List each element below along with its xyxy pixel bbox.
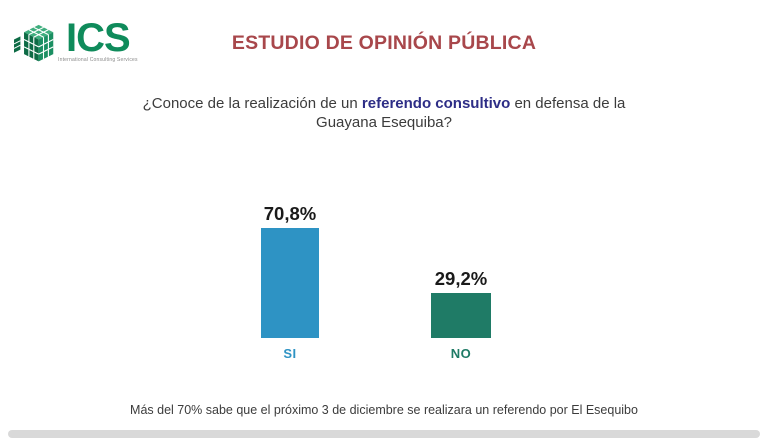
cube-grid-icon (14, 24, 54, 62)
question-line2: Guayana Esequiba? (316, 114, 452, 131)
logo-text: ICS (66, 16, 131, 60)
question-prefix: ¿Conoce de la realización de un (142, 95, 362, 112)
ics-logo: ICS International Consulting Services (14, 16, 138, 70)
question-suffix: en defensa de la (510, 95, 626, 112)
page-title: ESTUDIO DE OPINIÓN PÚBLICA (231, 32, 537, 54)
bar-si (261, 228, 319, 338)
footer-note: Más del 70% sabe que el próximo 3 de dic… (130, 403, 638, 417)
logo-subtitle: International Consulting Services (58, 57, 138, 63)
bar-no (431, 292, 491, 338)
bar-category-label: NO (450, 346, 472, 361)
bottom-divider (8, 430, 760, 438)
bar-chart: 70,8% SI 29,2% NO (0, 195, 768, 365)
survey-question: ¿Conoce de la realización de un referend… (0, 94, 768, 132)
bar-category-label: SI (283, 346, 297, 361)
logo-text-block: ICS International Consulting Services (58, 16, 138, 63)
bar-value-label: 29,2% (434, 267, 488, 289)
bar-value-label: 70,8% (263, 203, 317, 224)
bar-group-si: 70,8% SI (261, 203, 319, 361)
bar-group-no: 29,2% NO (431, 268, 491, 361)
question-highlight: referendo consultivo (361, 95, 511, 112)
